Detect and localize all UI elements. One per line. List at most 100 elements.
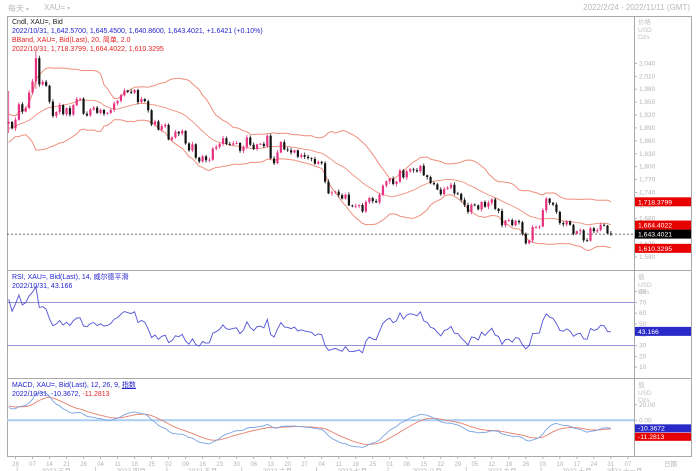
candle-body: [426, 175, 429, 178]
candle-body: [123, 90, 126, 96]
candle-body: [187, 143, 191, 151]
candle-body: [157, 121, 160, 130]
candle-body: [511, 220, 514, 226]
candle-body: [82, 98, 85, 114]
candle-body: [606, 225, 609, 234]
chevron-down-icon: ▾: [67, 6, 71, 12]
candle-body: [204, 156, 208, 161]
candle-body: [286, 149, 289, 151]
candle-body: [453, 184, 456, 194]
candle-body: [130, 91, 133, 93]
date-tick-label: 24: [591, 462, 598, 468]
candle-body: [133, 90, 136, 93]
month-label: 2022 十月: [562, 466, 591, 471]
price-tick-label: 1,800: [639, 164, 656, 171]
macd-signal-highlight-bg: [635, 432, 691, 441]
candle-body: [242, 146, 245, 151]
macd-signal-highlight-label: -11.2813: [638, 434, 665, 441]
candle-body: [443, 189, 446, 195]
candle-body: [551, 202, 555, 205]
candle-body: [221, 138, 225, 144]
candle-body: [555, 204, 558, 212]
candle-body: [218, 143, 221, 147]
candle-body: [259, 143, 262, 145]
candle-body: [245, 137, 248, 147]
candle-body: [215, 146, 218, 149]
date-tick-label: 17: [574, 462, 581, 468]
candle-body: [324, 163, 327, 182]
date-tick-label: 22: [437, 462, 444, 468]
date-tick-label: 18: [352, 462, 359, 468]
date-tick-label: 15: [420, 462, 427, 468]
candle-body: [609, 233, 612, 235]
candle-body: [41, 81, 44, 85]
period-label[interactable]: 每天: [8, 4, 24, 13]
candle-body: [446, 187, 449, 190]
period-selector[interactable]: 每天 ▾: [8, 3, 29, 14]
candle-body: [28, 92, 31, 109]
candle-body: [514, 220, 517, 226]
macd-matype-link[interactable]: 指数: [121, 382, 136, 389]
candle-body: [238, 143, 242, 151]
date-tick-label: 07: [29, 462, 36, 468]
candle-body: [7, 121, 10, 124]
candle-body: [562, 223, 565, 225]
candle-body: [184, 130, 187, 144]
date-tick-label: 27: [301, 462, 308, 468]
candle-body: [303, 155, 306, 157]
candle-body: [470, 204, 473, 212]
macd-axis-title: 值 USD Ozs: [638, 382, 652, 404]
price-highlight-label-bg: [635, 197, 691, 207]
price-highlight-label: 1,664.4022: [638, 223, 672, 230]
candle-body: [385, 181, 388, 186]
price-tick-label: 1,680: [639, 215, 656, 222]
candle-body: [490, 199, 493, 203]
candle-body: [21, 104, 24, 112]
candle-body: [109, 109, 112, 113]
candle-body: [170, 137, 174, 140]
candle-body: [235, 143, 238, 144]
bollinger-upper-line: [8, 67, 612, 203]
date-tick-label: 11: [336, 462, 343, 468]
candle-body: [392, 178, 395, 184]
candle-body: [96, 107, 99, 113]
candle-body: [368, 198, 371, 202]
candle-body: [317, 161, 320, 164]
candle-body: [599, 224, 602, 230]
candle-body: [334, 191, 337, 193]
candle-body: [534, 226, 538, 228]
candle-body: [429, 177, 432, 184]
candle-body: [31, 81, 34, 93]
date-tick-label: 18: [131, 462, 138, 468]
macd-tick-label: 20.00: [639, 402, 656, 409]
month-label: 2022 九月: [487, 466, 516, 471]
candle-body: [545, 198, 548, 211]
rsi-tick-label: 50: [639, 321, 647, 328]
month-label: 2022 七月: [338, 466, 367, 471]
rsi-tick-label: 70: [639, 299, 647, 306]
candle-body: [116, 100, 119, 104]
rsi-tick-label: 80: [639, 289, 647, 296]
candle-body: [497, 208, 500, 212]
candle-body: [341, 195, 344, 199]
candle-body: [279, 142, 282, 153]
rsi-axis-title: 值 USD Ozs: [638, 274, 652, 296]
candle-body: [487, 202, 490, 207]
price-highlight-label-bg: [635, 229, 691, 239]
candle-body: [449, 184, 453, 188]
price-tick-label: 2,040: [639, 60, 656, 67]
rsi-tick-label: 30: [639, 343, 647, 350]
candle-body: [85, 113, 89, 116]
candle-body: [211, 148, 214, 160]
date-tick-label: 16: [199, 462, 206, 468]
candle-body: [58, 105, 61, 113]
symbol-selector[interactable]: XAU= ▾: [44, 3, 70, 12]
candle-body: [330, 192, 334, 194]
symbol-label[interactable]: XAU=: [44, 3, 66, 12]
candle-body: [575, 231, 578, 234]
candle-body: [548, 198, 551, 203]
bollinger-middle-line: [8, 99, 612, 226]
month-label: 2022 五月: [188, 467, 217, 471]
date-tick-label: 13: [267, 462, 274, 468]
